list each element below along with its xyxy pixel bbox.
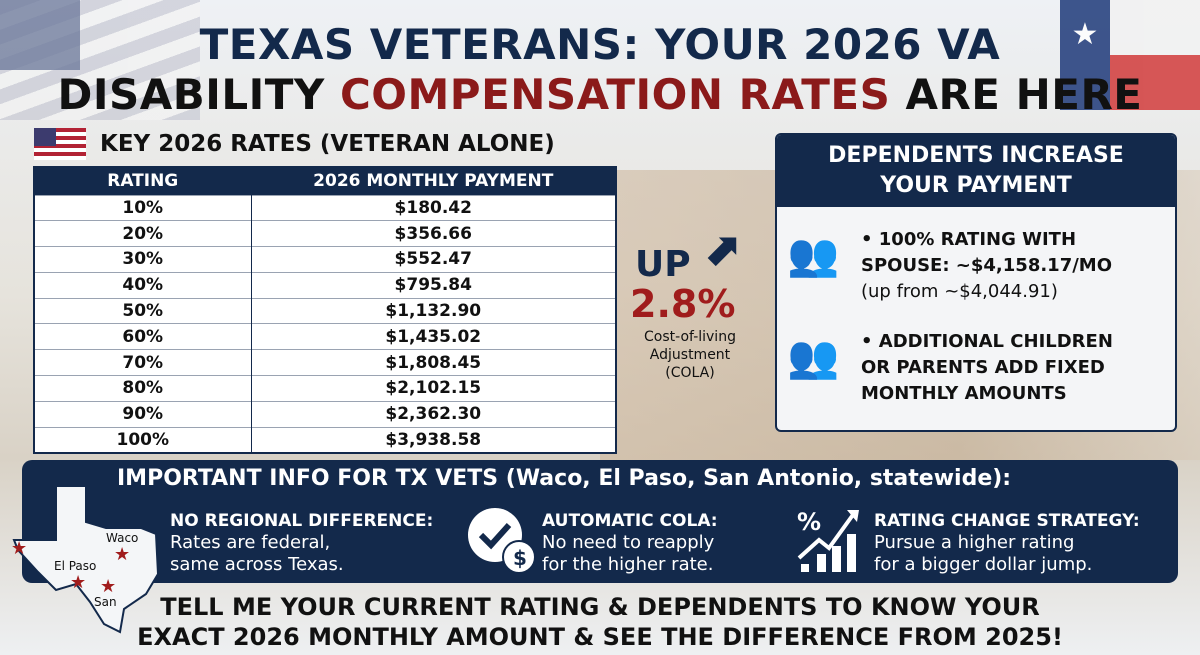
title-line-1: TEXAS VETERANS: YOUR 2026 VA <box>199 20 1001 69</box>
cell-rating: 50% <box>34 297 252 324</box>
us-flag-background <box>0 0 200 120</box>
info-strategy: RATING CHANGE STRATEGY: Pursue a higher r… <box>874 511 1140 575</box>
table-row: 20% $356.66 <box>34 220 616 247</box>
dependents-panel: DEPENDENTS INCREASE YOUR PAYMENT 👥 • 100%… <box>775 133 1177 432</box>
cell-payment: $180.42 <box>251 194 616 221</box>
percent-chart-growth-icon: % <box>797 508 859 572</box>
dependents-heading: DEPENDENTS INCREASE YOUR PAYMENT <box>777 135 1175 207</box>
table-row: 90% $2,362.30 <box>34 400 616 428</box>
column-header-rating: RATING <box>34 167 252 195</box>
table-row: 70% $1,808.45 <box>34 349 616 376</box>
table-row: 60% $1,435.02 <box>34 323 616 350</box>
cola-label: Cost-of-living Adjustment (COLA) <box>644 329 736 381</box>
couple-heart-icon: 👥 <box>787 230 840 279</box>
call-to-action: TELL ME YOUR CURRENT RATING & DEPENDENTS… <box>137 593 1063 651</box>
svg-text:%: % <box>797 508 821 536</box>
cell-rating: 40% <box>34 271 252 299</box>
cell-payment: $3,938.58 <box>251 426 616 453</box>
map-label-waco: Waco <box>106 531 138 545</box>
cell-rating: 90% <box>34 400 252 428</box>
key-rates-heading: KEY 2026 RATES (VETERAN ALONE) <box>34 128 555 160</box>
svg-text:★: ★ <box>100 576 116 597</box>
table-row: 30% $552.47 <box>34 246 616 273</box>
cola-percent: 2.8% <box>630 282 736 326</box>
table-row: 10% $180.42 <box>34 194 616 221</box>
svg-text:$: $ <box>513 546 527 570</box>
dependent-item-spouse: 👥 • 100% RATING WITH SPOUSE: ~$4,158.17/M… <box>787 229 1113 302</box>
info-cola: AUTOMATIC COLA: No need to reapply for the… <box>542 511 718 575</box>
svg-text:★: ★ <box>114 544 130 565</box>
arrow-up-icon: ⬈ <box>702 222 741 276</box>
info-title: IMPORTANT INFO FOR TX VETS (Waco, El Pas… <box>117 466 1012 491</box>
us-flag-icon <box>34 128 86 160</box>
table-row: 100% $3,938.58 <box>34 426 616 453</box>
svg-text:★: ★ <box>70 572 86 593</box>
up-label: UP <box>635 244 691 285</box>
cell-rating: 30% <box>34 246 252 273</box>
cell-payment: $552.47 <box>251 246 616 273</box>
people-icon: 👥 <box>787 332 840 381</box>
cell-rating: 70% <box>34 349 252 376</box>
cell-payment: $2,102.15 <box>251 375 616 402</box>
cell-payment: $356.66 <box>251 220 616 247</box>
cell-payment: $795.84 <box>251 271 616 299</box>
dependent-item-children: 👥 • ADDITIONAL CHILDREN OR PARENTS ADD FI… <box>787 331 1113 404</box>
cell-rating: 80% <box>34 375 252 402</box>
rates-table: RATING 2026 MONTHLY PAYMENT 10% $180.42 20%… <box>33 166 617 454</box>
cell-rating: 60% <box>34 323 252 350</box>
texas-flag-background: ★ <box>1060 0 1200 110</box>
map-label-el-paso: El Paso <box>54 559 96 573</box>
cell-payment: $2,362.30 <box>251 400 616 428</box>
title-line-2: DISABILITY COMPENSATION RATES ARE HERE <box>57 70 1143 119</box>
cell-rating: 20% <box>34 220 252 247</box>
svg-text:★: ★ <box>11 538 27 559</box>
table-row: 80% $2,102.15 <box>34 375 616 402</box>
cell-rating: 10% <box>34 194 252 221</box>
cell-rating: 100% <box>34 426 252 453</box>
table-row: 50% $1,132.90 <box>34 297 616 324</box>
column-header-payment: 2026 MONTHLY PAYMENT <box>251 167 616 195</box>
info-regional: NO REGIONAL DIFFERENCE: Rates are federal… <box>170 511 434 575</box>
cell-payment: $1,132.90 <box>251 297 616 324</box>
table-row: 40% $795.84 <box>34 271 616 299</box>
check-money-bag-icon: $ <box>468 508 536 574</box>
cell-payment: $1,808.45 <box>251 349 616 376</box>
texas-map-icon: Waco El Paso San ★ ★ ★ ★ <box>11 485 160 634</box>
cell-payment: $1,435.02 <box>251 323 616 350</box>
map-label-san: San <box>94 595 117 609</box>
important-info-panel: IMPORTANT INFO FOR TX VETS (Waco, El Pas… <box>22 460 1178 583</box>
